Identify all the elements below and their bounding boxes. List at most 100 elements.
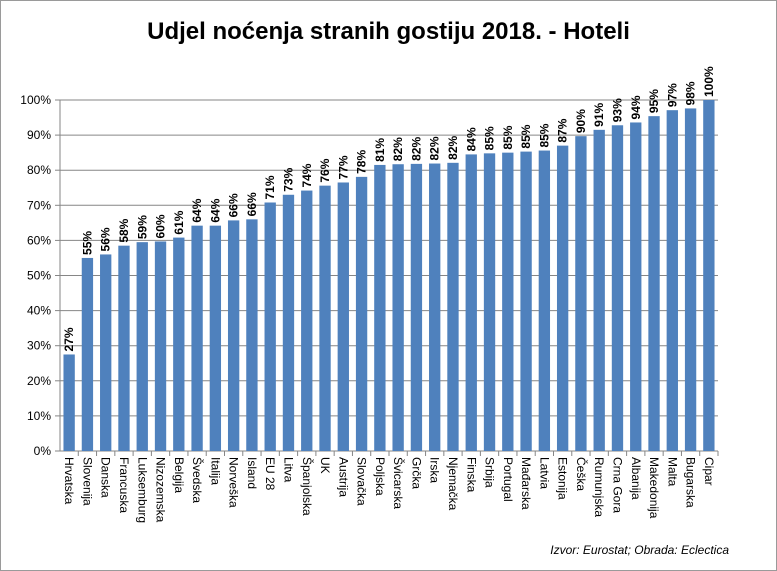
- y-tick-label: 30%: [27, 339, 51, 353]
- data-label: 85%: [537, 123, 551, 147]
- category-label: Švicarska: [391, 457, 406, 509]
- data-label: 93%: [610, 98, 624, 122]
- data-label: 78%: [355, 150, 369, 174]
- data-label: 85%: [519, 124, 533, 148]
- data-label: 91%: [592, 102, 606, 126]
- category-label: Srbija: [483, 457, 497, 488]
- y-tick-label: 60%: [27, 233, 51, 247]
- bar: [575, 136, 587, 451]
- y-tick-label: 10%: [27, 409, 51, 423]
- bar: [154, 241, 167, 451]
- category-label: Finska: [464, 457, 478, 493]
- bar: [520, 151, 532, 452]
- bar: [246, 219, 258, 451]
- data-label: 100%: [702, 66, 716, 97]
- labels: Hrvatska 27% Slovenija 55% Danska 56% Francusk…: [62, 66, 716, 523]
- data-label: 85%: [483, 126, 497, 150]
- category-label: Estonija: [556, 457, 570, 500]
- y-tick-label: 50%: [27, 269, 51, 283]
- category-label: Belgija: [172, 457, 186, 493]
- bar: [465, 154, 477, 451]
- bar: [410, 163, 423, 451]
- category-label: Island: [245, 457, 259, 489]
- bar: [136, 242, 148, 451]
- y-tick-label: 20%: [27, 374, 51, 388]
- category-label: Mađarska: [519, 457, 533, 510]
- bar: [81, 257, 94, 451]
- category-label: Irska: [428, 457, 442, 483]
- data-label: 90%: [574, 109, 588, 133]
- bar: [593, 129, 605, 451]
- category-label: Španjolska: [300, 457, 315, 516]
- data-label: 82%: [428, 136, 442, 160]
- bar: [337, 182, 349, 452]
- axes: 0% 10% 20% 30% 40% 50% 60% 70% 80% 90% 100%: [20, 93, 719, 458]
- bar: [666, 110, 678, 451]
- bar: [502, 152, 514, 451]
- bar: [63, 354, 75, 451]
- data-label: 66%: [227, 193, 241, 217]
- category-label: Bugarska: [684, 457, 698, 508]
- category-label: Litva: [281, 457, 295, 483]
- category-label: Rumunjska: [592, 457, 606, 517]
- bar: [301, 190, 313, 452]
- y-tick-label: 90%: [27, 128, 51, 142]
- chart-title: Udjel noćenja stranih gostiju 2018. - Ho…: [147, 18, 630, 45]
- data-label: 97%: [665, 83, 679, 107]
- bar: [227, 220, 240, 451]
- category-label: Hrvatska: [62, 457, 76, 505]
- data-label: 55%: [80, 231, 94, 255]
- bar: [100, 254, 112, 451]
- data-label: 77%: [336, 155, 350, 179]
- data-label: 27%: [62, 327, 76, 351]
- category-label: Cipar: [702, 457, 716, 486]
- category-label: Luksemburg: [135, 457, 149, 523]
- bar: [611, 125, 624, 451]
- bars: [63, 100, 715, 452]
- bar: [264, 202, 276, 451]
- category-label: Portugal: [501, 457, 515, 502]
- bar: [173, 237, 185, 451]
- data-label: 81%: [373, 138, 387, 162]
- bar: [429, 163, 441, 451]
- data-label: 82%: [446, 135, 460, 159]
- data-label: 61%: [172, 210, 186, 234]
- data-label: 74%: [300, 163, 314, 187]
- bar: [191, 225, 203, 451]
- category-label: Norveška: [227, 457, 241, 508]
- bar: [556, 145, 569, 451]
- category-label: Italija: [208, 457, 222, 485]
- gridlines: [60, 99, 718, 417]
- bar: [374, 164, 386, 451]
- bar: [118, 245, 130, 451]
- data-label: 56%: [99, 227, 113, 251]
- data-label: 73%: [281, 167, 295, 191]
- category-label: Slovačka: [355, 457, 369, 506]
- data-label: 76%: [318, 158, 332, 182]
- bar: [648, 116, 660, 451]
- data-label: 64%: [190, 198, 204, 222]
- category-label: Latvia: [537, 457, 551, 489]
- category-label: Makedonija: [647, 457, 661, 519]
- bar: [392, 164, 404, 451]
- data-label: 94%: [629, 95, 643, 119]
- source-note: Izvor: Eurostat; Obrada: Eclectica: [550, 543, 729, 557]
- category-label: Albanija: [629, 457, 643, 500]
- category-label: Poljska: [373, 457, 387, 496]
- y-tick-label: 40%: [27, 304, 51, 318]
- category-label: Crna Gora: [610, 457, 624, 513]
- category-label: Malta: [665, 457, 679, 487]
- category-label: Grčka: [409, 457, 423, 489]
- category-label: Austrija: [336, 457, 350, 497]
- data-label: 71%: [263, 175, 277, 199]
- bar: [630, 122, 642, 452]
- data-label: 87%: [556, 118, 570, 142]
- data-label: 58%: [117, 218, 131, 242]
- category-label: Danska: [99, 457, 113, 498]
- data-label: 82%: [409, 137, 423, 161]
- bar: [209, 225, 222, 451]
- category-label: Francuska: [117, 457, 131, 513]
- bar: [355, 176, 368, 451]
- category-label: Nizozemska: [154, 457, 168, 523]
- data-label: 85%: [501, 125, 515, 149]
